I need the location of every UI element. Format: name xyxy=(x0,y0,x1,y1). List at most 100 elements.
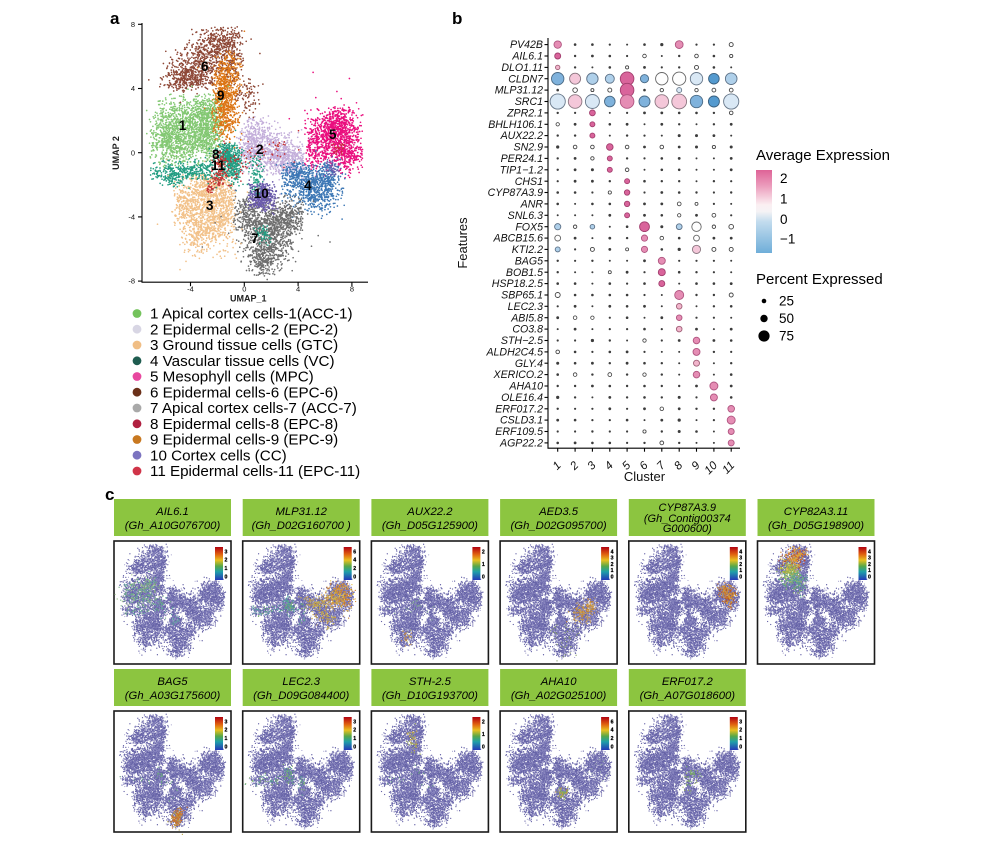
svg-text:AHA10: AHA10 xyxy=(540,676,578,688)
svg-text:11 Epidermal cells-11 (EPC-11): 11 Epidermal cells-11 (EPC-11) xyxy=(150,463,360,480)
svg-text:8: 8 xyxy=(131,20,135,29)
svg-text:7 Apical cortex cells-7 (ACC-7: 7 Apical cortex cells-7 (ACC-7) xyxy=(150,400,357,417)
svg-text:4: 4 xyxy=(611,728,614,734)
svg-text:2: 2 xyxy=(482,719,485,725)
svg-text:-4: -4 xyxy=(128,213,135,222)
svg-text:3: 3 xyxy=(353,719,356,725)
svg-text:SNL6.3: SNL6.3 xyxy=(508,210,543,222)
svg-text:ABI5.8: ABI5.8 xyxy=(510,312,543,324)
svg-text:8: 8 xyxy=(350,285,354,294)
svg-text:ABCB15.6: ABCB15.6 xyxy=(493,233,544,245)
svg-text:5 Mesophyll cells (MPC): 5 Mesophyll cells (MPC) xyxy=(150,369,314,386)
svg-text:1: 1 xyxy=(353,736,356,742)
svg-text:3: 3 xyxy=(739,556,742,562)
svg-text:6: 6 xyxy=(353,549,356,555)
svg-text:2: 2 xyxy=(353,566,356,572)
svg-text:UMAP_1: UMAP_1 xyxy=(230,294,267,304)
svg-text:LEC2.3: LEC2.3 xyxy=(282,676,320,688)
svg-text:TIP1−1.2: TIP1−1.2 xyxy=(500,164,543,176)
svg-text:0: 0 xyxy=(482,574,485,580)
svg-text:3: 3 xyxy=(868,556,871,562)
svg-text:Features: Features xyxy=(455,217,470,269)
svg-text:1: 1 xyxy=(482,732,485,738)
svg-text:1: 1 xyxy=(739,568,742,574)
svg-text:-8: -8 xyxy=(128,277,135,286)
svg-text:(Gh_D05G125900): (Gh_D05G125900) xyxy=(382,520,478,532)
svg-text:1: 1 xyxy=(739,736,742,742)
svg-text:OLE16.4: OLE16.4 xyxy=(501,392,543,404)
svg-text:(Gh_D02G160700 ): (Gh_D02G160700 ) xyxy=(252,520,351,532)
svg-text:1: 1 xyxy=(482,562,485,568)
svg-text:2: 2 xyxy=(225,728,228,734)
svg-text:SN2.9: SN2.9 xyxy=(514,142,544,154)
svg-text:BAG5: BAG5 xyxy=(157,676,188,688)
svg-text:UMAP 2: UMAP 2 xyxy=(111,136,121,170)
svg-text:(Gh_D09G084400): (Gh_D09G084400) xyxy=(253,690,349,702)
svg-text:5: 5 xyxy=(329,127,337,142)
svg-text:(Gh_D02G095700): (Gh_D02G095700) xyxy=(511,520,607,532)
svg-text:AED3.5: AED3.5 xyxy=(538,506,579,518)
svg-text:ZPR2.1: ZPR2.1 xyxy=(506,108,543,120)
svg-text:2: 2 xyxy=(780,171,788,186)
svg-text:2: 2 xyxy=(353,728,356,734)
svg-text:KTI2.2: KTI2.2 xyxy=(512,244,543,256)
svg-text:b: b xyxy=(452,9,462,28)
svg-text:4 Vascular tissue cells (VC): 4 Vascular tissue cells (VC) xyxy=(150,353,335,370)
svg-text:AUX22.2: AUX22.2 xyxy=(500,130,544,142)
svg-text:3: 3 xyxy=(225,549,228,555)
svg-text:4: 4 xyxy=(131,84,135,93)
svg-text:AHA10: AHA10 xyxy=(508,381,543,393)
svg-text:1: 1 xyxy=(868,568,871,574)
svg-text:0: 0 xyxy=(739,574,742,580)
svg-text:BAG5: BAG5 xyxy=(515,255,543,267)
svg-text:HSP18.2.5: HSP18.2.5 xyxy=(492,278,543,290)
svg-text:2: 2 xyxy=(611,736,614,742)
svg-text:CYP87A3.9: CYP87A3.9 xyxy=(659,502,716,514)
svg-text:2: 2 xyxy=(739,728,742,734)
svg-text:11: 11 xyxy=(211,158,226,173)
svg-text:3: 3 xyxy=(611,556,614,562)
svg-text:0: 0 xyxy=(482,744,485,750)
svg-text:MLP31.12: MLP31.12 xyxy=(495,85,543,97)
svg-text:BOB1.5: BOB1.5 xyxy=(506,267,543,279)
svg-text:BHLH106.1: BHLH106.1 xyxy=(488,119,543,131)
svg-text:AGP22.2: AGP22.2 xyxy=(499,438,543,450)
svg-text:1: 1 xyxy=(225,566,228,572)
svg-text:3 Ground tissue cells (GTC): 3 Ground tissue cells (GTC) xyxy=(150,337,338,354)
svg-text:3: 3 xyxy=(739,719,742,725)
svg-text:CYP87A3.9: CYP87A3.9 xyxy=(488,187,543,199)
svg-text:0: 0 xyxy=(225,574,228,580)
svg-text:2: 2 xyxy=(611,562,614,568)
svg-text:LEC2.3: LEC2.3 xyxy=(508,301,543,313)
svg-text:(Gh_A02G025100): (Gh_A02G025100) xyxy=(511,690,607,702)
svg-text:4: 4 xyxy=(739,549,742,555)
svg-text:CLDN7: CLDN7 xyxy=(508,73,544,85)
svg-text:Percent Expressed: Percent Expressed xyxy=(756,271,883,288)
svg-text:0: 0 xyxy=(611,744,614,750)
svg-text:6: 6 xyxy=(611,719,614,725)
svg-text:CHS1: CHS1 xyxy=(515,176,543,188)
svg-text:0: 0 xyxy=(353,744,356,750)
svg-text:ERF017.2: ERF017.2 xyxy=(495,403,543,415)
svg-text:0: 0 xyxy=(611,574,614,580)
svg-text:4: 4 xyxy=(868,549,871,555)
svg-text:3: 3 xyxy=(225,719,228,725)
svg-text:0: 0 xyxy=(242,285,246,294)
svg-text:−1: −1 xyxy=(780,232,795,247)
svg-text:2: 2 xyxy=(482,549,485,555)
svg-text:2: 2 xyxy=(256,142,264,157)
svg-text:9: 9 xyxy=(217,88,225,103)
svg-text:SRC1: SRC1 xyxy=(515,96,543,108)
svg-text:3: 3 xyxy=(206,198,214,213)
svg-text:2: 2 xyxy=(868,562,871,568)
svg-text:CO3.8: CO3.8 xyxy=(512,324,543,336)
svg-text:2 Epidermal cells-2 (EPC-2): 2 Epidermal cells-2 (EPC-2) xyxy=(150,321,338,338)
svg-text:1 Apical cortex cells-1(ACC-1): 1 Apical cortex cells-1(ACC-1) xyxy=(150,306,353,323)
svg-text:c: c xyxy=(105,485,114,504)
svg-text:2: 2 xyxy=(739,562,742,568)
svg-text:(Gh_A03G175600): (Gh_A03G175600) xyxy=(125,690,221,702)
svg-text:7: 7 xyxy=(251,231,259,246)
svg-text:ERF109.5: ERF109.5 xyxy=(495,426,543,438)
svg-text:SBP65.1: SBP65.1 xyxy=(501,290,543,302)
svg-text:(Gh_A10G076700): (Gh_A10G076700) xyxy=(125,520,221,532)
